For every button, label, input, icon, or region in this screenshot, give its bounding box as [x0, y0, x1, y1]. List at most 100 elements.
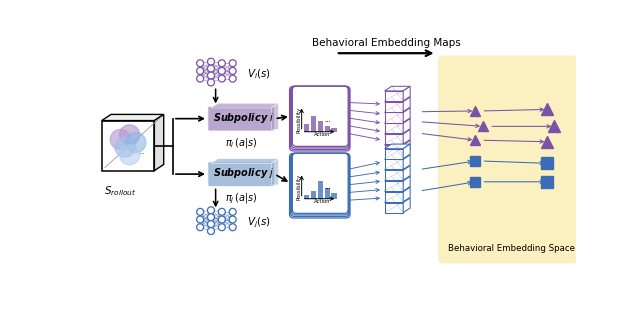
- Circle shape: [196, 75, 204, 82]
- Circle shape: [218, 60, 225, 67]
- Bar: [310, 116, 316, 132]
- Bar: [385, 123, 403, 133]
- Bar: [332, 128, 337, 132]
- Polygon shape: [403, 198, 410, 213]
- Circle shape: [218, 216, 225, 223]
- Bar: [310, 191, 316, 199]
- Bar: [385, 181, 403, 191]
- Circle shape: [218, 224, 225, 231]
- Circle shape: [120, 145, 140, 165]
- Bar: [385, 102, 403, 112]
- Polygon shape: [385, 166, 410, 170]
- Text: $\pi_j\,(a|s)$: $\pi_j\,(a|s)$: [225, 192, 257, 206]
- Polygon shape: [385, 140, 410, 145]
- Circle shape: [207, 72, 214, 79]
- Bar: [303, 124, 309, 132]
- Bar: [324, 126, 330, 132]
- Circle shape: [110, 129, 131, 149]
- Circle shape: [207, 79, 214, 86]
- Polygon shape: [403, 108, 410, 123]
- Polygon shape: [385, 198, 410, 203]
- Polygon shape: [211, 159, 278, 163]
- FancyBboxPatch shape: [292, 86, 348, 146]
- Text: Subpolicy $j$: Subpolicy $j$: [212, 166, 275, 180]
- Text: $S_{rollout}$: $S_{rollout}$: [104, 184, 136, 198]
- Circle shape: [207, 221, 214, 228]
- Bar: [385, 149, 403, 159]
- Text: ...: ...: [324, 117, 332, 123]
- FancyBboxPatch shape: [292, 153, 348, 213]
- Text: ...: ...: [395, 177, 400, 183]
- Polygon shape: [211, 103, 278, 108]
- Polygon shape: [271, 103, 278, 129]
- Circle shape: [229, 75, 236, 82]
- Text: Behavioral Embedding Maps: Behavioral Embedding Maps: [312, 38, 461, 48]
- Bar: [385, 159, 403, 169]
- Bar: [385, 192, 403, 202]
- Text: $\pi_i\,(a|s)$: $\pi_i\,(a|s)$: [225, 136, 257, 150]
- Circle shape: [115, 137, 135, 157]
- FancyBboxPatch shape: [291, 86, 349, 149]
- Bar: [385, 134, 403, 144]
- Text: Subpolicy $i$: Subpolicy $i$: [212, 111, 275, 125]
- Polygon shape: [403, 140, 410, 155]
- Circle shape: [196, 67, 204, 74]
- Text: Possibility: Possibility: [297, 173, 302, 199]
- Circle shape: [196, 60, 204, 67]
- Bar: [385, 145, 403, 155]
- Circle shape: [125, 133, 146, 152]
- Bar: [102, 121, 154, 171]
- Bar: [385, 91, 403, 101]
- Polygon shape: [403, 166, 410, 180]
- Circle shape: [218, 67, 225, 74]
- Polygon shape: [403, 187, 410, 202]
- Circle shape: [196, 216, 204, 223]
- Polygon shape: [385, 97, 410, 102]
- Bar: [317, 121, 323, 132]
- Circle shape: [229, 67, 236, 74]
- Polygon shape: [403, 144, 410, 159]
- Polygon shape: [385, 155, 410, 159]
- Text: ...: ...: [139, 149, 145, 155]
- Polygon shape: [102, 114, 164, 121]
- FancyBboxPatch shape: [291, 153, 349, 216]
- Text: $V_j(s)$: $V_j(s)$: [246, 215, 271, 230]
- Circle shape: [229, 208, 236, 215]
- Polygon shape: [271, 159, 278, 185]
- FancyBboxPatch shape: [289, 86, 350, 151]
- Polygon shape: [403, 176, 410, 191]
- Bar: [385, 203, 403, 213]
- FancyBboxPatch shape: [289, 153, 350, 218]
- Text: Possibility: Possibility: [297, 106, 302, 133]
- Circle shape: [218, 208, 225, 215]
- Circle shape: [196, 208, 204, 215]
- Text: Behavioral Embedding Space: Behavioral Embedding Space: [448, 243, 575, 253]
- Circle shape: [229, 216, 236, 223]
- Circle shape: [229, 60, 236, 67]
- Polygon shape: [385, 108, 410, 112]
- Bar: [324, 188, 330, 199]
- Text: ...: ...: [395, 119, 400, 125]
- FancyBboxPatch shape: [208, 162, 275, 186]
- Polygon shape: [403, 155, 410, 169]
- Bar: [317, 181, 323, 199]
- Circle shape: [196, 224, 204, 231]
- Polygon shape: [403, 97, 410, 112]
- Circle shape: [207, 58, 214, 65]
- FancyBboxPatch shape: [438, 55, 577, 263]
- Circle shape: [207, 207, 214, 214]
- Polygon shape: [403, 119, 410, 133]
- Polygon shape: [385, 187, 410, 192]
- Polygon shape: [403, 86, 410, 101]
- Bar: [303, 195, 309, 199]
- Text: $V_i(s)$: $V_i(s)$: [246, 67, 271, 81]
- Polygon shape: [385, 129, 410, 134]
- Text: Action: Action: [314, 132, 330, 137]
- Polygon shape: [385, 176, 410, 181]
- Circle shape: [120, 125, 140, 145]
- Circle shape: [207, 214, 214, 221]
- FancyBboxPatch shape: [291, 153, 349, 215]
- Polygon shape: [154, 114, 164, 171]
- Circle shape: [207, 65, 214, 72]
- Polygon shape: [403, 129, 410, 144]
